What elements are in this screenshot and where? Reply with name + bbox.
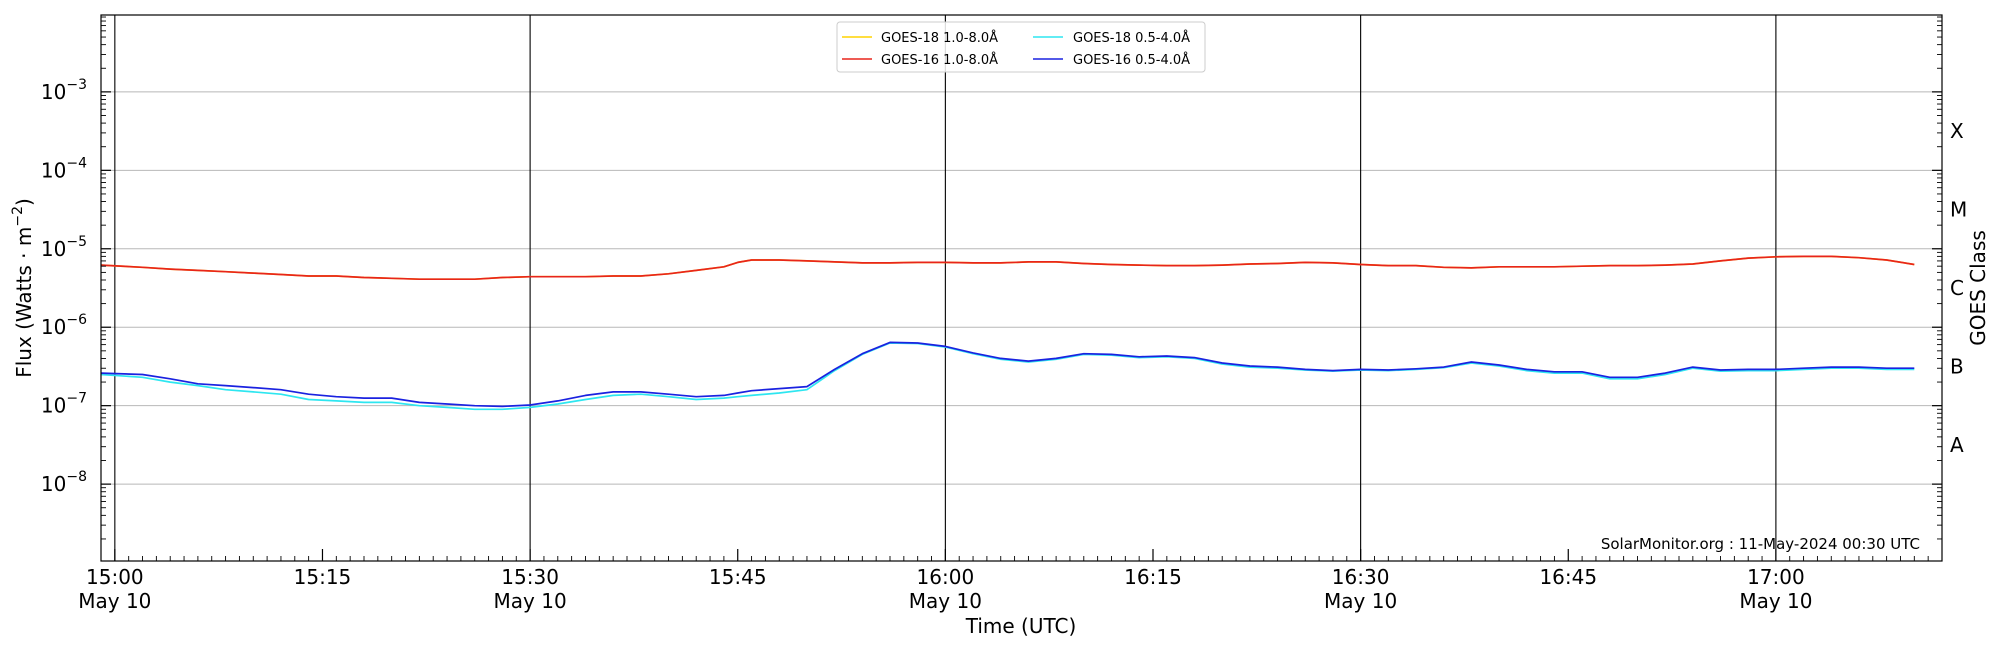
y-tick-label: 10−5: [41, 234, 87, 261]
legend-label-goes18-long: GOES-18 1.0-8.0Å: [881, 30, 998, 46]
right-axis-title: GOES Class: [1966, 230, 1990, 346]
y-tick-label: 10−4: [41, 155, 87, 182]
y-tick-label: 10−7: [41, 391, 87, 418]
x-tick-time-label: 16:30: [1332, 565, 1390, 589]
x-tick-time-label: 16:00: [917, 565, 975, 589]
x-tick-time-label: 15:30: [501, 565, 559, 589]
x-tick-date-label: May 10: [494, 589, 567, 613]
series-lines: [100, 255, 1915, 411]
x-tick-time-label: 17:00: [1747, 565, 1805, 589]
x-tick-time-label: 16:45: [1539, 565, 1597, 589]
y-tick-label: 10−8: [41, 469, 87, 496]
goes-class-label: A: [1950, 433, 1964, 457]
x-axis-title: Time (UTC): [965, 614, 1077, 638]
x-tick-date-label: May 10: [78, 589, 151, 613]
x-tick-time-label: 15:15: [294, 565, 352, 589]
y-tick-label: 10−6: [41, 312, 87, 339]
goes-class-label: C: [1950, 276, 1964, 300]
vertical-time-lines: [114, 15, 1777, 561]
plot-frame: [100, 14, 1943, 562]
grid-lines: [101, 91, 1942, 485]
x-tick-date-label: May 10: [1324, 589, 1397, 613]
y-tick-label: 10−3: [41, 77, 87, 104]
y-tick-labels: 10−8 10−7 10−6 10−5 10−4 10−3: [41, 77, 87, 496]
plot-background: [101, 15, 1942, 561]
x-tick-date-label: May 10: [1739, 589, 1812, 613]
series-line-3: [100, 341, 1915, 408]
x-tick-time-label: 15:00: [86, 565, 144, 589]
legend-box: [836, 21, 1206, 73]
series-line-1: [100, 255, 1915, 281]
goes-class-label: X: [1950, 119, 1964, 143]
legend-label-goes16-long: GOES-16 1.0-8.0Å: [881, 52, 998, 68]
legend: GOES-18 1.0-8.0Å GOES-16 1.0-8.0Å GOES-1…: [836, 21, 1206, 73]
legend-label-goes18-short: GOES-18 0.5-4.0Å: [1073, 30, 1190, 46]
goes-class-labels: A B C M X: [1950, 119, 1967, 457]
y-axis-title: Flux (Watts · m−2): [10, 198, 36, 378]
credit-text: SolarMonitor.org : 11-May-2024 00:30 UTC: [1601, 535, 1920, 553]
x-tick-time-label: 15:45: [709, 565, 767, 589]
goes-class-label: B: [1950, 354, 1964, 378]
legend-label-goes16-short: GOES-16 0.5-4.0Å: [1073, 52, 1190, 68]
goes-class-label: M: [1950, 198, 1967, 222]
x-tick-date-label: May 10: [909, 589, 982, 613]
x-tick-time-label: 16:15: [1124, 565, 1182, 589]
series-line-2: [100, 342, 1915, 411]
